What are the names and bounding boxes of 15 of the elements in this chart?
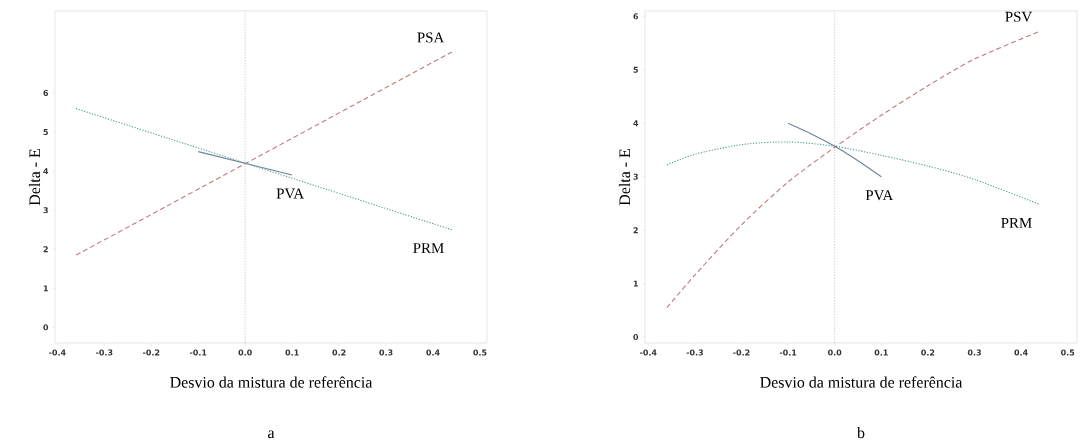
- x-axis-title: Desvio da mistura de referência: [170, 376, 373, 388]
- line-series: [666, 30, 1041, 309]
- x-axis-title: Desvio da mistura de referência: [760, 376, 963, 388]
- series-label: PRM: [413, 243, 444, 253]
- text: a: [268, 430, 275, 439]
- text: b: [857, 426, 865, 439]
- y-axis-title: Delta - E: [618, 149, 631, 206]
- series-label: PSV: [1005, 11, 1033, 22]
- series-label: PSA: [417, 32, 445, 43]
- series-label: PRM: [1001, 218, 1032, 228]
- y-axis-title: Delta - E: [28, 149, 41, 206]
- series-label: PVA: [865, 190, 894, 201]
- line-series: [787, 122, 882, 178]
- series-label: PVA: [276, 188, 305, 199]
- line-series: [666, 141, 1041, 206]
